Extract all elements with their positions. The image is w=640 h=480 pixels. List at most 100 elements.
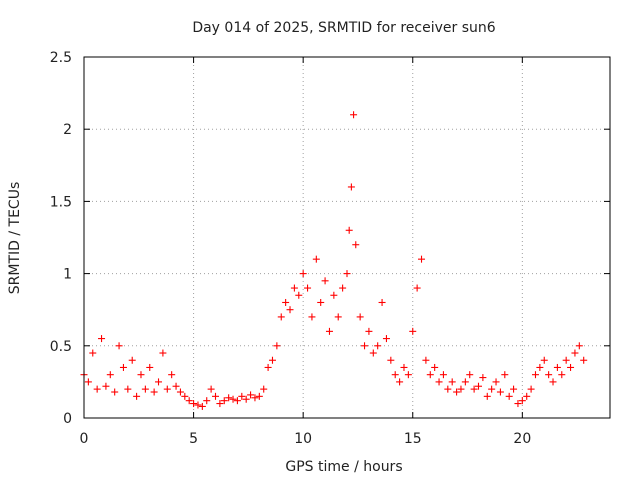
- x-tick-label: 5: [189, 431, 198, 447]
- data-point: [299, 270, 307, 278]
- data-point: [527, 385, 535, 393]
- data-point: [98, 335, 106, 343]
- data-point: [260, 385, 268, 393]
- data-point: [343, 270, 351, 278]
- data-point: [345, 226, 353, 234]
- x-tick-label: 10: [294, 431, 312, 447]
- y-tick-label: 0.5: [50, 339, 72, 355]
- data-point: [133, 392, 141, 400]
- data-point: [93, 385, 101, 393]
- data-point: [549, 378, 557, 386]
- data-point: [330, 291, 338, 299]
- data-point: [111, 388, 119, 396]
- data-point: [181, 392, 189, 400]
- data-point: [347, 183, 355, 191]
- data-point: [404, 371, 412, 379]
- data-point: [523, 392, 531, 400]
- data-point: [89, 349, 97, 357]
- data-point: [562, 356, 570, 364]
- data-point: [479, 374, 487, 382]
- data-point: [216, 400, 224, 408]
- data-point: [466, 371, 474, 379]
- data-point: [290, 284, 298, 292]
- data-point: [536, 363, 544, 371]
- x-tick-label: 0: [80, 431, 89, 447]
- data-point: [176, 388, 184, 396]
- x-tick-label: 20: [513, 431, 531, 447]
- data-point: [273, 342, 281, 350]
- data-point: [365, 327, 373, 335]
- data-point: [413, 284, 421, 292]
- data-point: [308, 313, 316, 321]
- data-point: [225, 394, 233, 402]
- data-point: [391, 371, 399, 379]
- data-point: [492, 378, 500, 386]
- data-point: [325, 327, 333, 335]
- data-point: [339, 284, 347, 292]
- data-point: [501, 371, 509, 379]
- data-point: [334, 313, 342, 321]
- data-point: [496, 388, 504, 396]
- x-axis-label: GPS time / hours: [285, 459, 402, 475]
- x-tick-label: 15: [404, 431, 422, 447]
- data-point: [558, 371, 566, 379]
- data-point: [198, 402, 206, 410]
- data-point: [350, 111, 358, 119]
- data-point: [448, 378, 456, 386]
- data-point: [146, 363, 154, 371]
- y-tick-label: 1.5: [50, 194, 72, 210]
- data-point: [128, 356, 136, 364]
- data-point: [444, 385, 452, 393]
- data-point: [461, 378, 469, 386]
- data-point: [317, 298, 325, 306]
- gridlines: [84, 57, 610, 418]
- data-point: [470, 385, 478, 393]
- data-point: [124, 385, 132, 393]
- data-point: [431, 363, 439, 371]
- data-point: [453, 388, 461, 396]
- data-point: [295, 291, 303, 299]
- data-point: [396, 378, 404, 386]
- data-point: [518, 397, 526, 405]
- data-point: [119, 363, 127, 371]
- data-point: [155, 378, 163, 386]
- data-point: [282, 298, 290, 306]
- data-point: [457, 385, 465, 393]
- data-point: [255, 392, 263, 400]
- data-point: [567, 363, 575, 371]
- data-point: [400, 363, 408, 371]
- data-point: [172, 382, 180, 390]
- y-tick-label: 2.5: [50, 50, 72, 66]
- data-point: [233, 397, 241, 405]
- data-point: [106, 371, 114, 379]
- data-point: [312, 255, 320, 263]
- data-point: [374, 342, 382, 350]
- data-point: [242, 395, 250, 403]
- data-points: [80, 111, 588, 410]
- data-point: [580, 356, 588, 364]
- data-point: [277, 313, 285, 321]
- plot-frame: [83, 56, 611, 419]
- data-point: [163, 385, 171, 393]
- data-point: [387, 356, 395, 364]
- data-point: [352, 241, 360, 249]
- data-point: [488, 385, 496, 393]
- chart-title: Day 014 of 2025, SRMTID for receiver sun…: [192, 20, 495, 36]
- data-point: [247, 391, 255, 399]
- data-point: [575, 342, 583, 350]
- tick-labels: 0 0.5 1 1.5 2 2.5 0 5 10 15 20: [50, 50, 532, 447]
- data-point: [185, 397, 193, 405]
- data-point: [435, 378, 443, 386]
- data-point: [102, 382, 110, 390]
- data-point: [356, 313, 364, 321]
- data-point: [553, 363, 561, 371]
- data-point: [321, 277, 329, 285]
- data-point: [238, 392, 246, 400]
- axis-ticks: [83, 56, 610, 419]
- data-point: [194, 401, 202, 409]
- data-point: [251, 394, 259, 402]
- data-point: [571, 349, 579, 357]
- data-point: [439, 371, 447, 379]
